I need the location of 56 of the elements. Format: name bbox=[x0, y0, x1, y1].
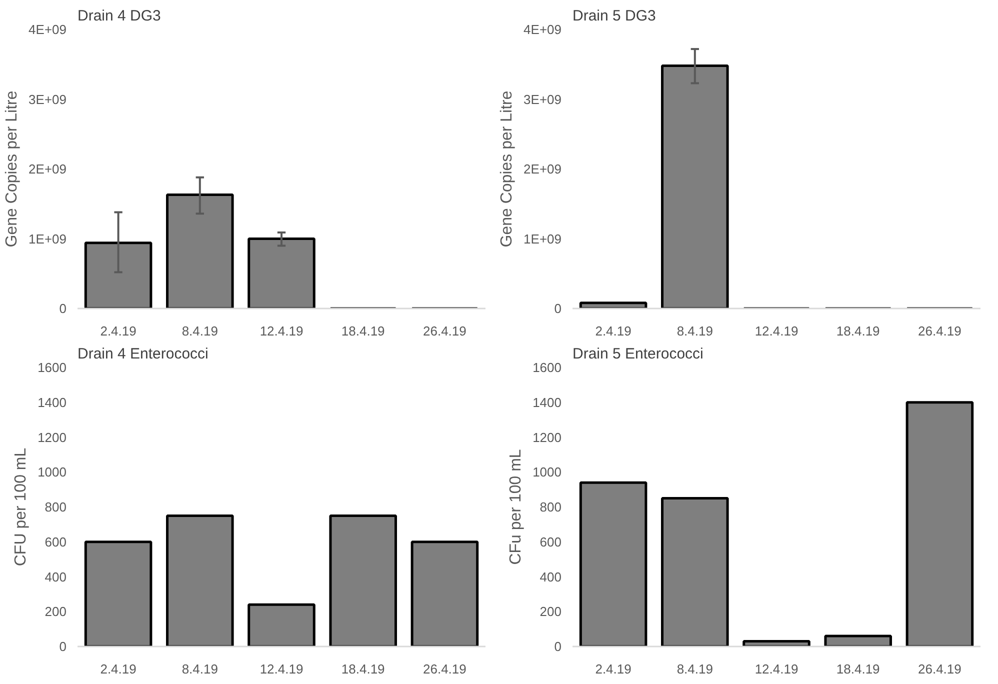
y-tick-label: 1000 bbox=[38, 464, 66, 480]
y-tick-label: 1400 bbox=[38, 394, 66, 410]
x-tick-label: 26.4.19 bbox=[918, 324, 962, 338]
y-tick-label: 4E+09 bbox=[524, 22, 562, 37]
y-tick-label: 1E+09 bbox=[28, 231, 66, 246]
y-tick-label: 1600 bbox=[38, 360, 66, 375]
x-tick-label: 12.4.19 bbox=[260, 324, 304, 338]
y-tick-label: 800 bbox=[540, 500, 562, 514]
x-tick-label: 12.4.19 bbox=[754, 324, 798, 338]
x-tick-label: 8.4.19 bbox=[676, 662, 713, 676]
chart-title: Drain 5 DG3 bbox=[572, 8, 656, 24]
y-axis-title: CFu per 100 mL bbox=[508, 449, 525, 565]
x-tick-label: 26.4.19 bbox=[918, 662, 962, 676]
chart-title: Drain 4 Enterococci bbox=[78, 346, 208, 362]
y-tick-label: 200 bbox=[44, 604, 67, 620]
y-tick-label: 2E+09 bbox=[28, 162, 66, 176]
y-tick-label: 1200 bbox=[38, 430, 66, 445]
x-tick-label: 18.4.19 bbox=[341, 324, 385, 338]
y-tick-label: 600 bbox=[44, 534, 67, 550]
y-tick-label: 1200 bbox=[532, 430, 562, 445]
x-tick-label: 2.4.19 bbox=[100, 662, 136, 676]
x-tick-label: 12.4.19 bbox=[754, 662, 798, 676]
x-tick-label: 8.4.19 bbox=[676, 324, 713, 338]
y-tick-label: 800 bbox=[44, 500, 67, 514]
y-tick-label: 200 bbox=[540, 604, 562, 620]
y-tick-label: 3E+09 bbox=[524, 92, 562, 107]
y-tick-label: 600 bbox=[540, 534, 562, 550]
y-axis-title: CFU per 100 mL bbox=[12, 448, 30, 566]
y-tick-label: 4E+09 bbox=[28, 22, 66, 37]
y-tick-label: 2E+09 bbox=[524, 162, 562, 176]
y-tick-label: 1600 bbox=[532, 360, 562, 375]
x-tick-label: 26.4.19 bbox=[423, 324, 466, 338]
y-tick-label: 0 bbox=[554, 639, 562, 654]
x-tick-label: 8.4.19 bbox=[182, 324, 218, 338]
x-tick-label: 26.4.19 bbox=[423, 662, 466, 676]
x-tick-label: 2.4.19 bbox=[100, 324, 136, 338]
x-tick-label: 2.4.19 bbox=[595, 662, 632, 676]
y-tick-label: 0 bbox=[59, 301, 67, 316]
y-tick-label: 400 bbox=[540, 569, 562, 584]
x-tick-label: 18.4.19 bbox=[341, 662, 385, 676]
x-tick-label: 8.4.19 bbox=[182, 662, 218, 676]
x-tick-label: 2.4.19 bbox=[595, 324, 632, 338]
chart-title: Drain 4 DG3 bbox=[78, 8, 161, 24]
y-axis-title: Gene Copies per Litre bbox=[4, 90, 21, 248]
y-tick-label: 0 bbox=[59, 639, 67, 654]
x-tick-label: 12.4.19 bbox=[260, 662, 304, 676]
x-tick-label: 18.4.19 bbox=[836, 324, 880, 338]
y-tick-label: 3E+09 bbox=[28, 92, 66, 107]
y-tick-label: 1E+09 bbox=[524, 231, 562, 246]
x-tick-label: 18.4.19 bbox=[836, 662, 880, 676]
y-tick-label: 400 bbox=[44, 569, 67, 584]
y-axis-title: Gene Copies per Litre bbox=[498, 90, 516, 248]
chart-title: Drain 5 Enterococci bbox=[572, 346, 704, 362]
y-tick-label: 0 bbox=[554, 301, 562, 316]
y-tick-label: 1000 bbox=[532, 464, 562, 480]
y-tick-label: 1400 bbox=[532, 394, 562, 410]
